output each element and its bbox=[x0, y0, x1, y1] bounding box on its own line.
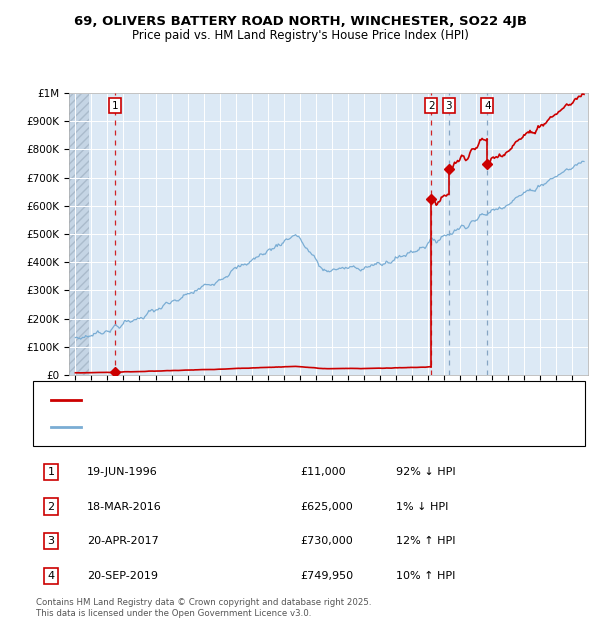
Text: 4: 4 bbox=[47, 571, 55, 581]
Text: 1: 1 bbox=[47, 467, 55, 477]
Text: 1% ↓ HPI: 1% ↓ HPI bbox=[396, 502, 448, 512]
Text: 69, OLIVERS BATTERY ROAD NORTH, WINCHESTER, SO22 4JB (detached house): 69, OLIVERS BATTERY ROAD NORTH, WINCHEST… bbox=[87, 396, 488, 405]
Bar bbox=[69, 93, 89, 375]
Text: 1: 1 bbox=[112, 100, 118, 111]
Text: 2: 2 bbox=[428, 100, 434, 111]
Text: £730,000: £730,000 bbox=[300, 536, 353, 546]
Text: 20-APR-2017: 20-APR-2017 bbox=[87, 536, 159, 546]
Text: £749,950: £749,950 bbox=[300, 571, 353, 581]
Text: 10% ↑ HPI: 10% ↑ HPI bbox=[396, 571, 455, 581]
Text: 19-JUN-1996: 19-JUN-1996 bbox=[87, 467, 158, 477]
Text: 20-SEP-2019: 20-SEP-2019 bbox=[87, 571, 158, 581]
Text: HPI: Average price, detached house, Winchester: HPI: Average price, detached house, Winc… bbox=[87, 422, 330, 432]
Text: 2: 2 bbox=[47, 502, 55, 512]
Text: 4: 4 bbox=[484, 100, 491, 111]
Text: 69, OLIVERS BATTERY ROAD NORTH, WINCHESTER, SO22 4JB: 69, OLIVERS BATTERY ROAD NORTH, WINCHEST… bbox=[74, 16, 527, 29]
Text: 92% ↓ HPI: 92% ↓ HPI bbox=[396, 467, 455, 477]
Text: Contains HM Land Registry data © Crown copyright and database right 2025.
This d: Contains HM Land Registry data © Crown c… bbox=[36, 598, 371, 618]
Text: £625,000: £625,000 bbox=[300, 502, 353, 512]
Text: £11,000: £11,000 bbox=[300, 467, 346, 477]
Text: 3: 3 bbox=[47, 536, 55, 546]
Text: 12% ↑ HPI: 12% ↑ HPI bbox=[396, 536, 455, 546]
Text: 3: 3 bbox=[445, 100, 452, 111]
Text: 18-MAR-2016: 18-MAR-2016 bbox=[87, 502, 162, 512]
Text: Price paid vs. HM Land Registry's House Price Index (HPI): Price paid vs. HM Land Registry's House … bbox=[131, 29, 469, 42]
